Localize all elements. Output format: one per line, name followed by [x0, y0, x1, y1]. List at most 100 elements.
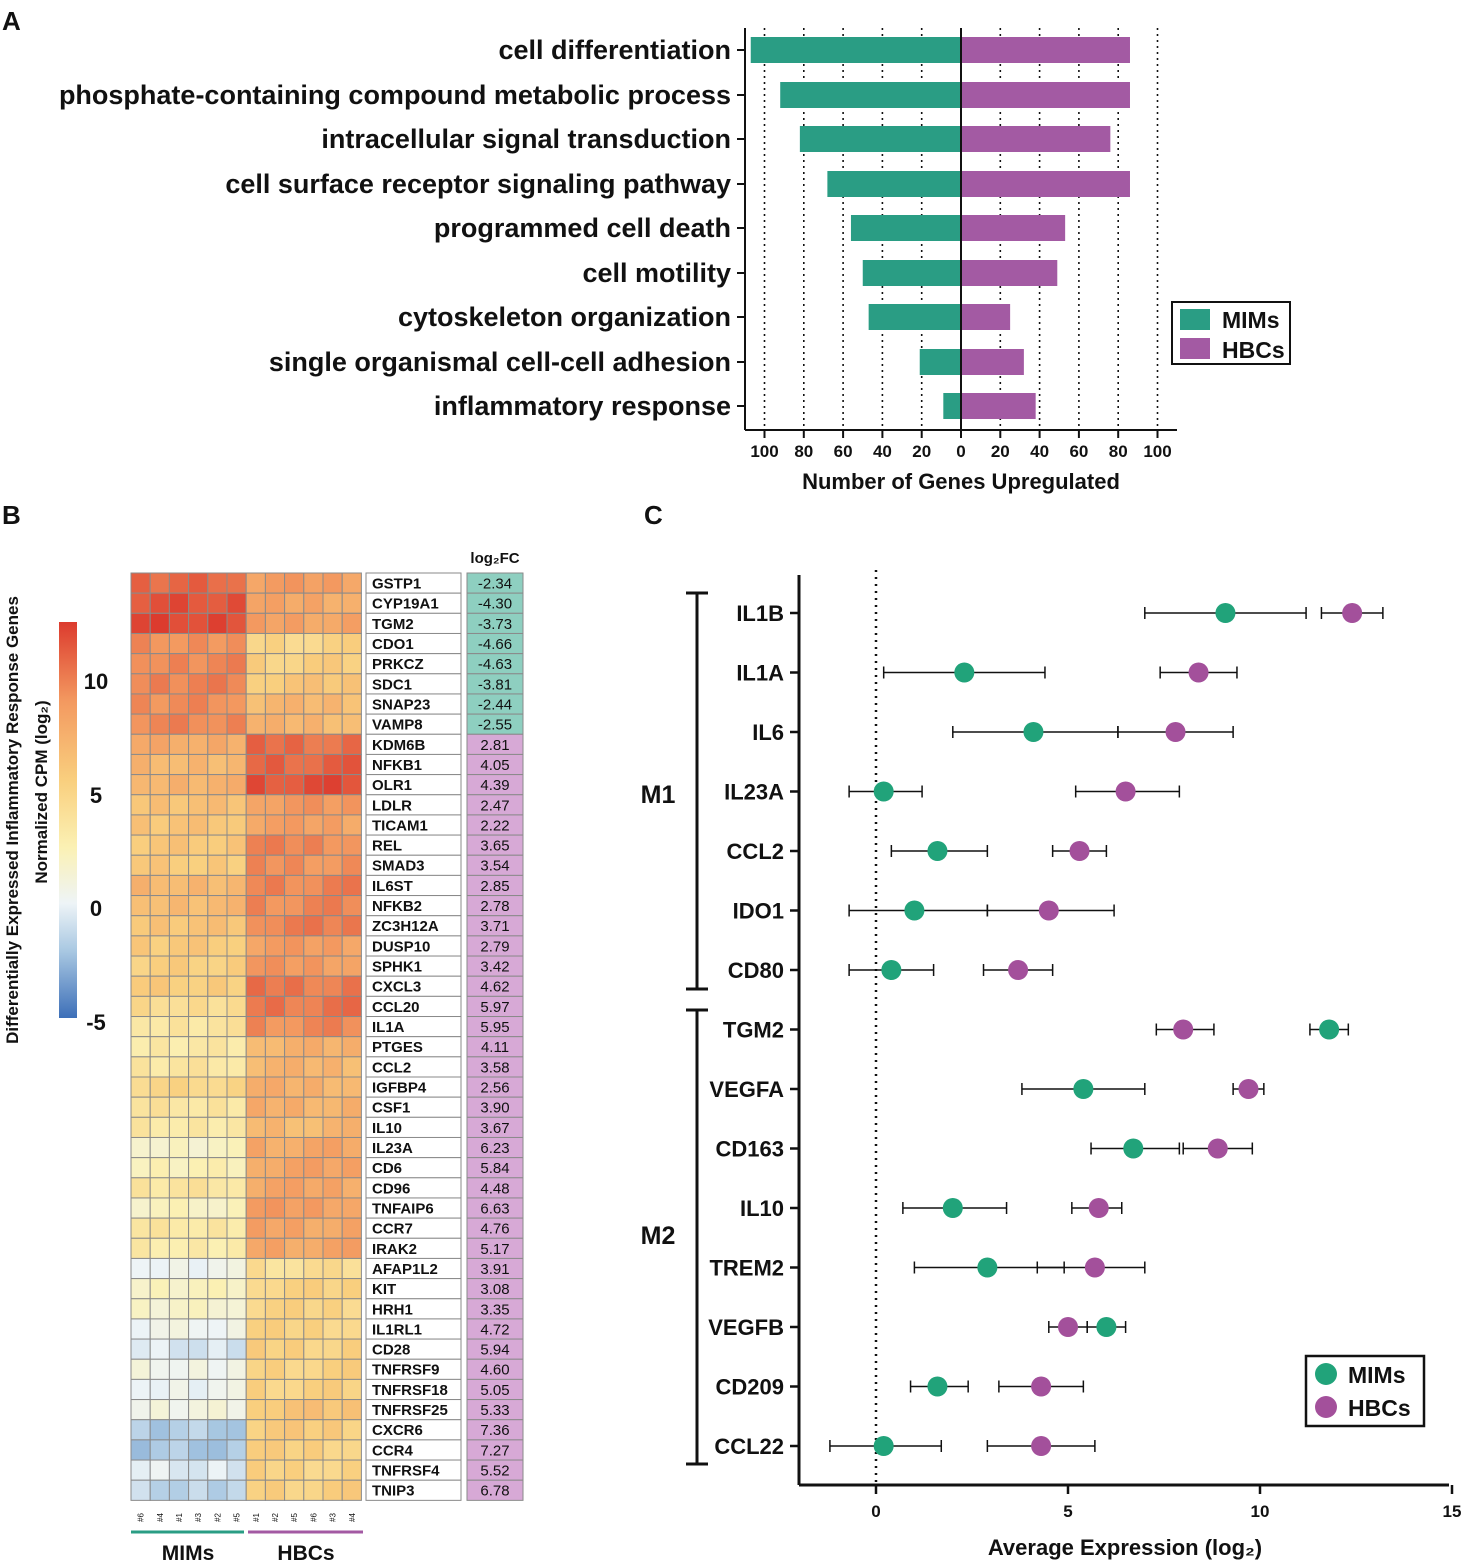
heatmap-cell — [130, 1419, 151, 1441]
heatmap-cell — [168, 592, 190, 614]
heatmap-cell — [264, 1096, 286, 1118]
heatmap-cell — [130, 1459, 151, 1481]
heatmap-cell — [322, 1016, 343, 1038]
heatmap-cell — [303, 1096, 324, 1118]
gene-label: PTGES — [372, 1039, 423, 1056]
heatmap-cell — [188, 794, 209, 816]
log2fc-value: 5.84 — [480, 1160, 509, 1177]
legend-swatch-hbcs — [1180, 338, 1210, 359]
heatmap-cell — [303, 774, 324, 796]
sample-label: #3 — [329, 1513, 338, 1522]
heatmap-cell — [207, 1257, 228, 1280]
heatmap-cell — [207, 814, 228, 836]
gene-label: TGM2 — [723, 1018, 784, 1043]
heatmap-cell — [207, 653, 228, 675]
point-mims — [942, 1198, 963, 1218]
heatmap-cell — [130, 1399, 151, 1421]
heatmap-cell — [226, 1096, 247, 1118]
heatmap-cell — [188, 1459, 209, 1481]
heatmap-cell — [188, 1136, 209, 1159]
heatmap-cell — [149, 1237, 170, 1259]
log2fc-value: 2.81 — [480, 737, 509, 754]
heatmap-cell — [284, 673, 305, 695]
heatmap-cell — [226, 975, 247, 997]
heatmap-cell — [245, 895, 266, 917]
heatmap-cell — [168, 1157, 190, 1179]
heatmap-cell — [226, 1419, 247, 1441]
heatmap-cell — [341, 1177, 362, 1199]
heatmap-cell — [188, 653, 209, 675]
gene-label: CCL22 — [714, 1434, 784, 1459]
log2fc-value: -4.30 — [478, 596, 512, 613]
heatmap-cell — [341, 874, 362, 897]
heatmap-cell — [207, 995, 228, 1018]
heatmap-cell — [245, 1116, 266, 1138]
bars — [750, 28, 1130, 430]
heatmap-cell — [130, 572, 151, 594]
log2fc-value: -4.63 — [478, 656, 512, 673]
heatmap-cell — [341, 774, 362, 796]
heatmap-cell — [149, 1036, 170, 1058]
heatmap-cell — [226, 612, 247, 634]
heatmap-cell — [264, 915, 286, 937]
point-mims — [881, 960, 902, 980]
log2fc-value: 5.52 — [480, 1463, 509, 1480]
heatmap-cell — [207, 1358, 228, 1380]
heatmap-cell — [341, 1237, 362, 1259]
heatmap-cell — [188, 1378, 209, 1401]
heatmap-cell — [226, 1257, 247, 1280]
heatmap-cell — [130, 653, 151, 675]
heatmap-cell — [207, 592, 228, 614]
heatmap-cell — [264, 774, 286, 796]
x-tick-label: 0 — [871, 1502, 880, 1521]
heatmap-cell — [207, 955, 228, 977]
heatmap-cell — [284, 1016, 305, 1038]
heatmap-cell — [264, 1116, 286, 1138]
heatmap-cell — [303, 693, 324, 715]
heatmap-cell — [245, 995, 266, 1018]
heatmap-cell — [322, 955, 343, 977]
heatmap-cell — [341, 1399, 362, 1421]
heatmap-cell — [149, 713, 170, 735]
heatmap-cell — [245, 794, 266, 816]
heatmap-cell — [207, 1036, 228, 1058]
heatmap-cell — [130, 1016, 151, 1038]
heatmap-cell — [226, 1197, 247, 1219]
heatmap-cell — [149, 1378, 170, 1401]
point-hbcs — [1188, 662, 1209, 683]
heatmap-cell — [149, 653, 170, 675]
heatmap-cell — [188, 1399, 209, 1421]
heatmap-cell — [245, 1459, 266, 1481]
heatmap-cell — [207, 1197, 228, 1219]
heatmap-cell — [130, 1237, 151, 1259]
bar-hbcs — [961, 37, 1130, 63]
heatmap-cell — [130, 713, 151, 735]
legend-marker-mims — [1315, 1363, 1337, 1385]
heatmap-cell — [207, 1096, 228, 1118]
x-axis-title: Average Expression (log₂) — [988, 1535, 1262, 1560]
heatmap-cell — [341, 1157, 362, 1179]
heatmap-cell — [264, 1298, 286, 1320]
heatmap-cell — [226, 653, 247, 675]
heatmap-cell — [168, 653, 190, 675]
log2fc-value: -3.73 — [478, 616, 512, 633]
heatmap-cell — [322, 1479, 343, 1501]
heatmap-cell — [226, 1157, 247, 1179]
heatmap-cell — [284, 632, 305, 655]
heatmap-cell — [322, 774, 343, 796]
heatmap-cell — [168, 1479, 190, 1501]
bar-mims — [862, 260, 961, 286]
heatmap-cell — [149, 1177, 170, 1199]
heatmap-cell — [149, 794, 170, 816]
heatmap-cell — [284, 1056, 305, 1078]
legend-label-mims: MIMs — [1348, 1362, 1406, 1388]
panel-label-c: C — [644, 500, 663, 530]
gene-label: CD28 — [372, 1342, 410, 1359]
heatmap-cell — [207, 1136, 228, 1159]
x-ticks: 0 5 10 15 — [871, 1485, 1461, 1521]
heatmap-cell — [226, 1016, 247, 1038]
heatmap-cell — [188, 1479, 209, 1501]
heatmap-cell — [303, 1136, 324, 1159]
heatmap-cell — [130, 975, 151, 997]
bar-mims — [919, 349, 961, 375]
